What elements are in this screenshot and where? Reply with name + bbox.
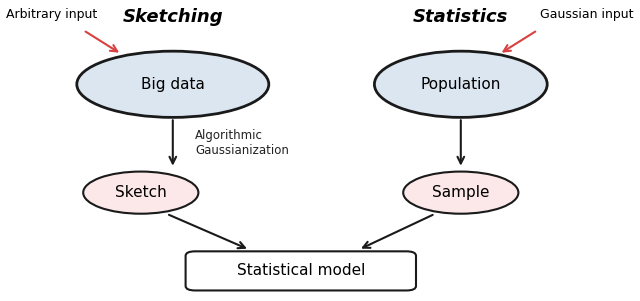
Ellipse shape — [77, 51, 269, 117]
Ellipse shape — [374, 51, 547, 117]
Text: Big data: Big data — [141, 77, 205, 92]
Text: Algorithmic
Gaussianization: Algorithmic Gaussianization — [195, 129, 289, 157]
Text: Gaussian input: Gaussian input — [540, 8, 634, 20]
Ellipse shape — [403, 172, 518, 214]
Text: Sample: Sample — [432, 185, 490, 200]
Text: Sketching: Sketching — [122, 8, 223, 26]
FancyBboxPatch shape — [186, 251, 416, 290]
Text: Statistics: Statistics — [413, 8, 509, 26]
Text: Statistical model: Statistical model — [237, 263, 365, 278]
Ellipse shape — [83, 172, 198, 214]
Text: Arbitrary input: Arbitrary input — [6, 8, 98, 20]
Text: Sketch: Sketch — [115, 185, 166, 200]
Text: Population: Population — [420, 77, 501, 92]
